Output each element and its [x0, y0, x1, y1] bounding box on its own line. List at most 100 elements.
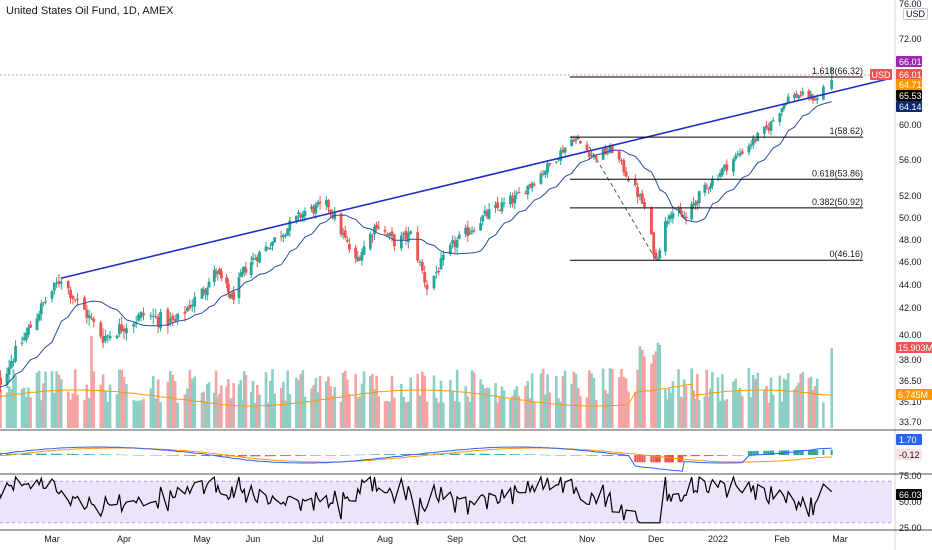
macd-histogram-bar	[685, 455, 688, 457]
candle-body	[35, 318, 39, 331]
volume-bar	[66, 391, 70, 428]
volume-bar	[732, 381, 735, 428]
macd-histogram-bar	[772, 450, 775, 455]
candle-body	[546, 163, 549, 173]
candle-body	[50, 291, 54, 299]
price-tag-bg	[896, 56, 922, 67]
price-tick-label: 35.10	[899, 397, 922, 407]
candle-body	[239, 273, 243, 277]
volume-ma-line	[0, 383, 832, 407]
macd-histogram-bar	[342, 455, 345, 456]
candle-body	[108, 335, 112, 339]
volume-bar	[752, 375, 755, 428]
price-tick-label: 42.00	[899, 303, 922, 313]
volume-bar	[297, 380, 300, 428]
candle-body	[268, 248, 272, 250]
date-tick-label: Sep	[447, 534, 463, 544]
price-tick-label: 48.00	[899, 235, 922, 245]
macd-histogram-bar	[176, 455, 179, 456]
macd-histogram-bar	[747, 451, 750, 455]
macd-histogram-bar	[102, 454, 105, 455]
candle-body	[822, 86, 825, 100]
volume-bar	[696, 373, 699, 428]
volume-tag: 6.745M	[898, 390, 928, 400]
macd-histogram-bar	[588, 455, 591, 456]
candle-body	[594, 155, 598, 159]
macd-histogram-bar	[795, 450, 798, 455]
volume-bar	[213, 392, 216, 428]
volume-bar	[718, 400, 722, 428]
volume-bar	[813, 386, 817, 428]
candle-body	[137, 314, 141, 321]
candle-body	[707, 188, 711, 190]
candle-body	[738, 153, 742, 156]
volume-bar	[312, 385, 315, 428]
macd-histogram-bar	[557, 455, 560, 456]
macd-histogram-bar	[53, 453, 56, 455]
volume-bar	[325, 381, 328, 428]
candle-body	[7, 367, 11, 375]
macd-histogram-bar	[218, 455, 221, 457]
candle-body	[425, 284, 429, 290]
candle-body	[487, 209, 491, 219]
volume-bar	[652, 354, 655, 428]
volume-bar	[611, 369, 614, 428]
date-tick-label: Jul	[312, 534, 324, 544]
macd-histogram-bar	[564, 455, 567, 456]
volume-bar	[574, 373, 578, 428]
volume-bar	[747, 368, 751, 428]
macd-line	[0, 446, 832, 472]
macd-histogram-bar	[719, 455, 722, 456]
candle-body	[437, 270, 441, 273]
candle-body	[511, 198, 514, 203]
fib-level-label: 1(58.62)	[829, 126, 863, 136]
candle-body	[559, 150, 563, 161]
macd-histogram-bar	[542, 454, 545, 456]
macd-histogram-bar	[206, 455, 209, 457]
volume-bar	[418, 395, 422, 428]
candle-body	[747, 146, 751, 153]
macd-histogram-bar	[756, 450, 759, 455]
volume-bar	[457, 401, 461, 428]
candle-body	[297, 212, 300, 215]
macd-histogram-bar	[271, 455, 274, 457]
candle-body	[679, 207, 682, 214]
volume-bar	[721, 374, 724, 428]
macd-histogram-bar	[814, 449, 817, 455]
volume-bar	[694, 398, 697, 428]
candle-body	[622, 160, 626, 173]
candle-body	[230, 294, 234, 299]
candle-body	[253, 258, 257, 260]
candle-body	[601, 149, 605, 160]
macd-histogram-bar	[426, 453, 428, 455]
volume-bar	[707, 396, 710, 428]
macd-histogram-bar	[169, 455, 172, 456]
macd-histogram-bar	[297, 455, 300, 456]
volume-bar	[29, 397, 32, 428]
trendline	[61, 77, 893, 279]
macd-histogram-bar	[655, 455, 657, 463]
candle-body	[608, 146, 612, 153]
candle-body	[579, 140, 582, 144]
candle-body	[301, 213, 305, 219]
candle-body	[416, 232, 420, 261]
macd-histogram-bar	[243, 455, 246, 457]
fib-level-label: 0(46.16)	[829, 249, 863, 259]
candle-body	[570, 139, 574, 146]
volume-bar	[763, 390, 766, 428]
volume-bar	[782, 378, 786, 428]
macd-histogram-bar	[736, 455, 739, 456]
candle-body	[697, 191, 701, 204]
currency-label[interactable]: USD	[903, 8, 929, 20]
volume-bar	[39, 400, 43, 428]
candle-body	[485, 211, 489, 217]
volume-bar	[643, 356, 646, 428]
macd-histogram-bar	[498, 453, 501, 455]
candle-body	[793, 94, 796, 99]
price-tag-bg	[896, 101, 922, 112]
macd-tag: -0.12	[899, 450, 920, 460]
volume-bar	[692, 390, 695, 428]
volume-bar	[271, 369, 274, 428]
